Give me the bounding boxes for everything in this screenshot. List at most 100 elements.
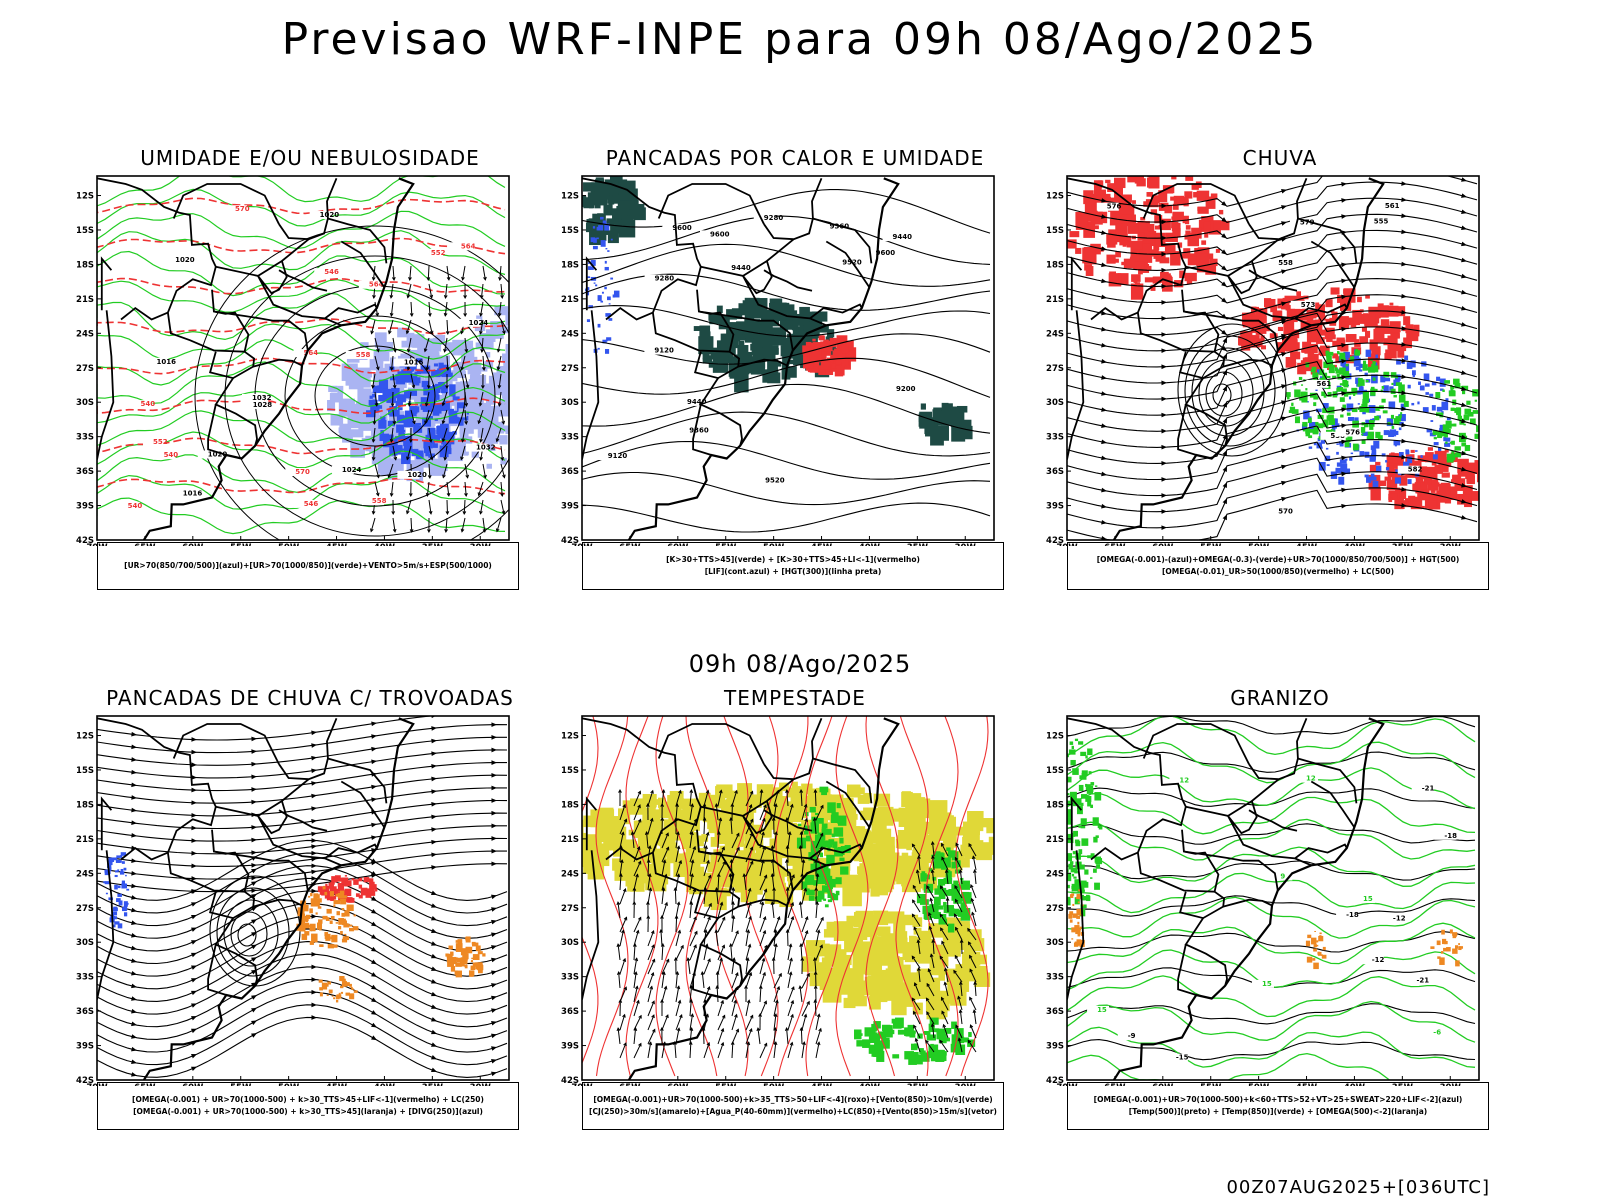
map-tempestade: 12S15S18S21S24S27S30S33S36S39S42S70W65W6… bbox=[561, 715, 995, 1086]
vector-head bbox=[465, 384, 470, 389]
streamline-arrow bbox=[1281, 352, 1287, 357]
rain-blue bbox=[1420, 455, 1423, 458]
rain-red bbox=[1302, 357, 1309, 362]
humidity-blue-light bbox=[505, 427, 509, 435]
lat-tick-label: 33S bbox=[561, 433, 579, 443]
rain-blue bbox=[1399, 421, 1404, 426]
rain-blue bbox=[1355, 377, 1360, 384]
political-border bbox=[742, 800, 827, 867]
contour-label-bg bbox=[1289, 218, 1312, 227]
vector-head bbox=[665, 846, 670, 851]
jet-yellow bbox=[837, 954, 852, 966]
thunder-orange bbox=[482, 953, 486, 957]
jet-yellow bbox=[753, 887, 763, 895]
omega-orange bbox=[1076, 893, 1081, 900]
convection-red bbox=[819, 355, 826, 361]
rain-green bbox=[1343, 374, 1349, 378]
vector-head bbox=[954, 884, 958, 889]
wind850-green bbox=[920, 1050, 926, 1057]
vector-head bbox=[799, 1026, 804, 1031]
vector-head bbox=[694, 930, 698, 935]
vector-head bbox=[941, 842, 945, 847]
political-border bbox=[207, 944, 227, 996]
temp850-green bbox=[1097, 825, 1101, 829]
humidity-blue bbox=[415, 358, 423, 363]
streamline-arrow bbox=[371, 858, 377, 864]
thunder-orange bbox=[313, 935, 317, 940]
streamline-arrow bbox=[371, 734, 377, 739]
wind-vector bbox=[462, 265, 466, 280]
lon-tick-label: 40W bbox=[859, 1083, 881, 1086]
wind-vector bbox=[731, 930, 739, 947]
streamline-arrow bbox=[1461, 386, 1467, 391]
vector-head bbox=[784, 1027, 789, 1032]
lat-tick-label: 36S bbox=[76, 467, 94, 477]
omega-orange bbox=[1075, 928, 1081, 935]
jet-yellow bbox=[730, 855, 738, 864]
humidity-blue-light bbox=[527, 408, 535, 415]
humidity-blue-light bbox=[487, 333, 496, 342]
rain-blue bbox=[1372, 418, 1376, 422]
wind-vector bbox=[745, 958, 749, 975]
lat-tick-label: 30S bbox=[561, 938, 579, 948]
rain-green bbox=[1450, 407, 1455, 411]
rain-blue bbox=[1373, 440, 1380, 449]
jet-yellow bbox=[957, 857, 970, 868]
rain-red bbox=[1331, 311, 1338, 319]
thunder-red bbox=[338, 878, 342, 882]
rain-green bbox=[1398, 384, 1405, 394]
temp850-green bbox=[1078, 864, 1085, 870]
jet-yellow bbox=[667, 795, 675, 803]
streamline-arrow bbox=[371, 759, 377, 765]
humidity-blue bbox=[423, 448, 432, 454]
wind-vector bbox=[955, 927, 963, 941]
streamline-arrow bbox=[1461, 370, 1467, 375]
convection-teal bbox=[734, 373, 749, 393]
humidity-blue bbox=[382, 436, 392, 448]
streamline-arrow bbox=[1101, 294, 1107, 300]
wind850-green bbox=[895, 1017, 904, 1029]
jet-yellow bbox=[879, 828, 892, 843]
omega-orange bbox=[1081, 904, 1084, 907]
rain-green bbox=[1462, 390, 1466, 395]
streamline bbox=[97, 865, 508, 927]
wind850-green bbox=[813, 880, 818, 886]
streamline-arrow bbox=[131, 1008, 137, 1014]
rain-red bbox=[1118, 196, 1123, 202]
wind-vector bbox=[801, 804, 807, 821]
vector-head bbox=[424, 402, 429, 407]
rain-red bbox=[1107, 183, 1116, 192]
rain-green bbox=[1313, 402, 1317, 407]
omega-orange bbox=[1455, 960, 1460, 967]
lat-tick-label: 36S bbox=[561, 467, 579, 477]
lon-tick-label: 35W bbox=[422, 1083, 444, 1086]
divergence-blue bbox=[113, 924, 116, 928]
vector-head bbox=[969, 968, 973, 973]
divergence-blue bbox=[116, 855, 121, 858]
rain-blue bbox=[1336, 462, 1342, 467]
convection-teal bbox=[608, 208, 618, 214]
convection-red bbox=[840, 351, 851, 359]
thunder-red bbox=[367, 888, 375, 895]
contour-label-bg bbox=[679, 426, 702, 435]
jet-yellow bbox=[913, 837, 930, 857]
rain-red bbox=[1420, 489, 1430, 500]
rain-red bbox=[1386, 479, 1398, 490]
wind850-green bbox=[951, 1021, 957, 1029]
rain-red bbox=[1185, 176, 1194, 181]
vector-head bbox=[800, 956, 805, 961]
legend-box: [OMEGA(-0.001)-(azul)+OMEGA(-0.3)-(verde… bbox=[1067, 542, 1489, 590]
rain-green bbox=[1287, 396, 1290, 400]
wind-vector bbox=[647, 1029, 656, 1045]
streamline-arrow bbox=[251, 995, 257, 1000]
humidity-blue-light bbox=[504, 356, 509, 374]
omega-orange bbox=[1458, 946, 1464, 949]
contour-label-bg bbox=[597, 452, 620, 461]
humidity-green-contour bbox=[97, 450, 506, 493]
rain-blue bbox=[1411, 402, 1415, 406]
streamline-arrow bbox=[1401, 277, 1407, 283]
wind-vector bbox=[647, 1042, 652, 1059]
wind-vector bbox=[941, 941, 949, 955]
low-pressure-contour bbox=[237, 923, 257, 947]
streamline-arrow bbox=[431, 776, 437, 782]
